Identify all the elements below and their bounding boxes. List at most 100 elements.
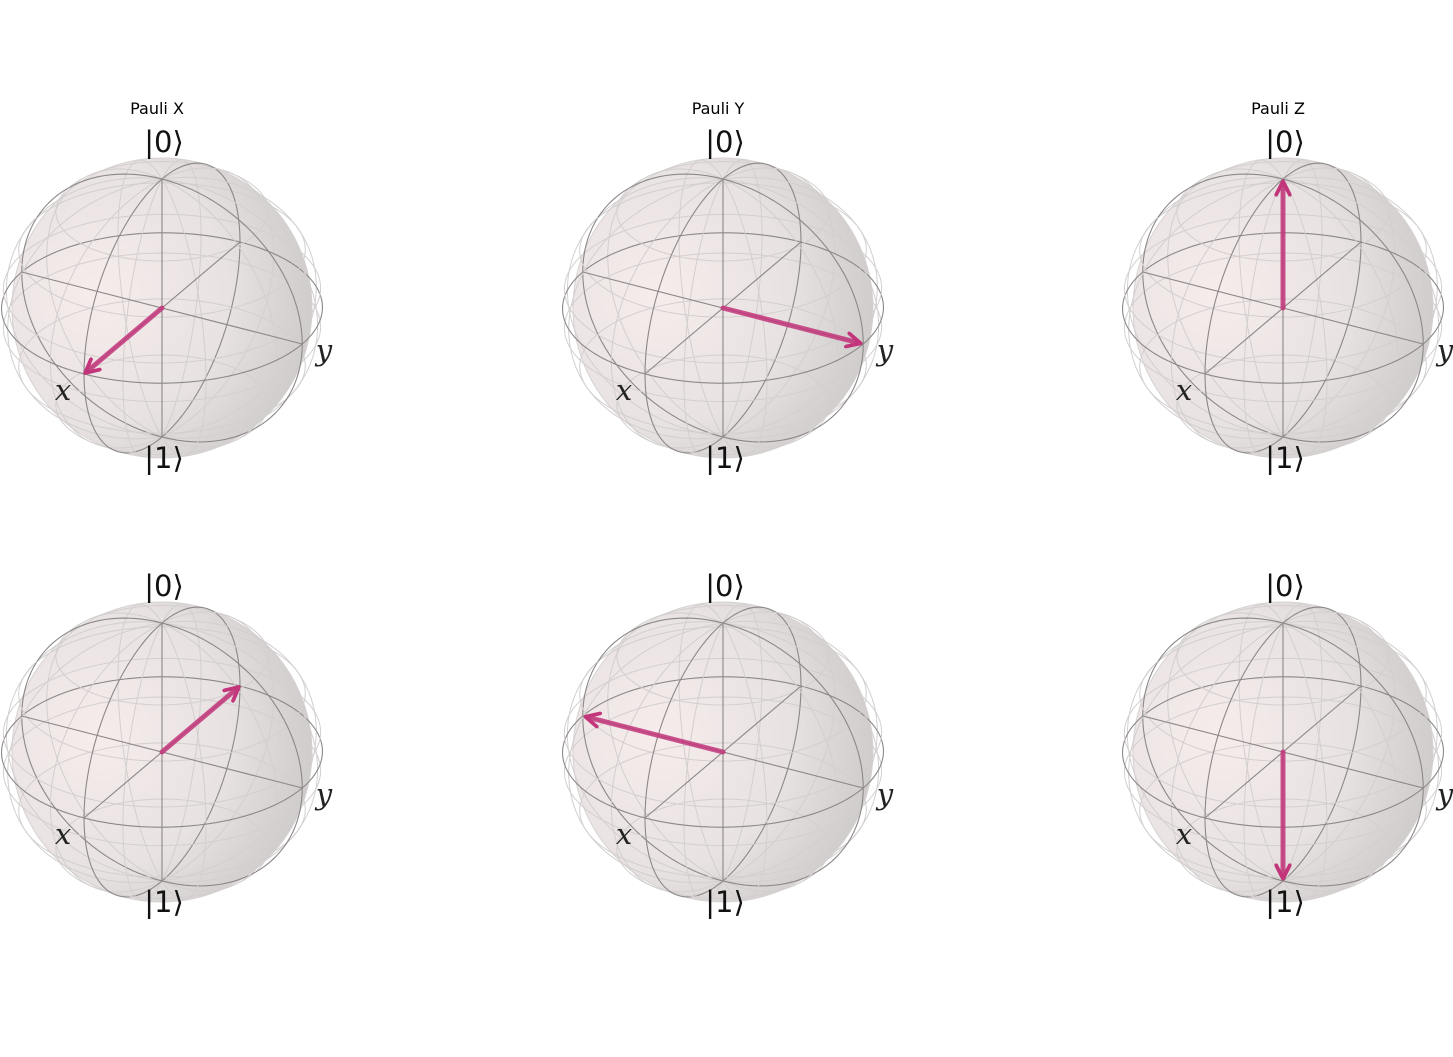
yz-great-circle: [597, 173, 724, 218]
ket-zero-label: |0⟩: [1265, 125, 1305, 159]
longitude-line: [610, 178, 724, 443]
latitude-line: [569, 213, 883, 287]
longitude-line: [1243, 622, 1284, 901]
y-axis-label: y: [1435, 333, 1453, 367]
longitude-line: [594, 668, 878, 884]
longitude-line: [90, 173, 275, 449]
latitude-line: [563, 323, 647, 394]
latitude-line: [1124, 696, 1443, 786]
longitude-line: [90, 617, 275, 893]
latitude-line: [1231, 442, 1350, 455]
longitude-line: [1282, 611, 1355, 624]
longitude-line: [1282, 622, 1440, 792]
equator-circle: [83, 757, 323, 828]
longitude-line: [1127, 177, 1284, 278]
longitude-line: [122, 178, 163, 457]
longitude-line: [1154, 668, 1438, 884]
y-axis-label: y: [314, 333, 333, 367]
ket-zero-label: |0⟩: [144, 569, 184, 603]
yz-great-circle: [36, 173, 163, 218]
longitude-line: [49, 178, 163, 443]
panel-title: Pauli X: [130, 99, 184, 118]
back-wireframe: [563, 603, 885, 901]
equator-circle: [561, 297, 646, 375]
yz-great-circle: [722, 178, 864, 404]
front-wireframe: [561, 603, 884, 901]
longitude-line: [1282, 159, 1304, 180]
latitude-line: [34, 626, 303, 679]
ket-one-label: |1⟩: [1265, 441, 1305, 475]
yz-great-circle: [21, 217, 284, 443]
longitude-line: [722, 611, 795, 624]
longitude-line: [1197, 168, 1284, 184]
longitude-line: [722, 178, 880, 348]
bloch-sphere-panel: Pauli Y |0⟩ |1⟩ x y: [561, 99, 894, 475]
longitude-line: [696, 159, 724, 180]
latitude-line: [1213, 835, 1416, 878]
equator-circle: [644, 313, 884, 384]
x-axis-label: x: [616, 817, 632, 851]
longitude-line: [651, 173, 836, 449]
longitude-line: [1167, 626, 1364, 892]
longitude-line: [6, 621, 163, 722]
yz-great-circle: [1157, 617, 1284, 662]
longitude-line: [143, 159, 202, 457]
latitude-line: [637, 878, 672, 893]
longitude-line: [722, 178, 839, 438]
longitude-line: [1282, 622, 1328, 901]
longitude-line: [722, 603, 744, 624]
longitude-line: [135, 159, 163, 180]
longitude-line: [46, 182, 243, 448]
longitude-line: [161, 178, 278, 438]
longitude-line: [6, 177, 163, 278]
xz-great-circle: [1240, 163, 1362, 454]
longitude-line: [49, 622, 163, 887]
latitude-line: [1213, 678, 1427, 762]
ket-one-label: |1⟩: [705, 441, 745, 475]
longitude-line: [1197, 612, 1284, 628]
longitude-line: [1256, 603, 1284, 624]
latitude-line: [1231, 886, 1350, 899]
longitude-line: [594, 224, 878, 440]
yz-great-circle: [1282, 178, 1424, 404]
longitude-line: [722, 622, 839, 882]
longitude-line: [683, 622, 724, 901]
longitude-line: [704, 603, 763, 901]
longitude-line: [161, 611, 234, 624]
latitude-line: [616, 798, 830, 888]
yz-great-circle: [21, 661, 284, 887]
latitude-line: [645, 730, 883, 808]
front-wireframe: [0, 603, 323, 901]
latitude-line: [92, 391, 295, 434]
xz-great-circle: [1204, 622, 1284, 897]
longitude-line: [161, 167, 234, 180]
longitude-line: [567, 621, 724, 722]
longitude-line: [1128, 178, 1284, 399]
latitude-line: [653, 835, 856, 878]
equator-circle: [83, 313, 323, 384]
latitude-line: [645, 286, 883, 364]
longitude-line: [722, 620, 858, 670]
latitude-line: [34, 182, 303, 235]
longitude-line: [161, 178, 207, 457]
latitude-line: [653, 234, 867, 318]
longitude-line: [161, 176, 297, 226]
longitude-line: [1256, 159, 1284, 180]
longitude-line: [683, 178, 724, 457]
xz-great-circle: [1282, 162, 1326, 180]
latitude-line: [8, 213, 322, 287]
latitude-line: [1155, 626, 1424, 679]
latitude-line: [1123, 323, 1207, 394]
state-vector-arrow: [86, 305, 165, 372]
latitude-line: [3, 252, 322, 342]
equator-circle: [644, 757, 884, 828]
bloch-sphere-panel: Pauli Z |0⟩ |1⟩ x y: [1121, 99, 1453, 475]
latitude-line: [1205, 730, 1443, 808]
latitude-line: [671, 442, 790, 455]
back-wireframe: [2, 603, 324, 901]
longitude-line: [1211, 173, 1396, 449]
longitude-line: [122, 622, 163, 901]
longitude-line: [696, 603, 724, 624]
panel-title: Pauli Z: [1251, 99, 1305, 118]
longitude-line: [1167, 182, 1364, 448]
